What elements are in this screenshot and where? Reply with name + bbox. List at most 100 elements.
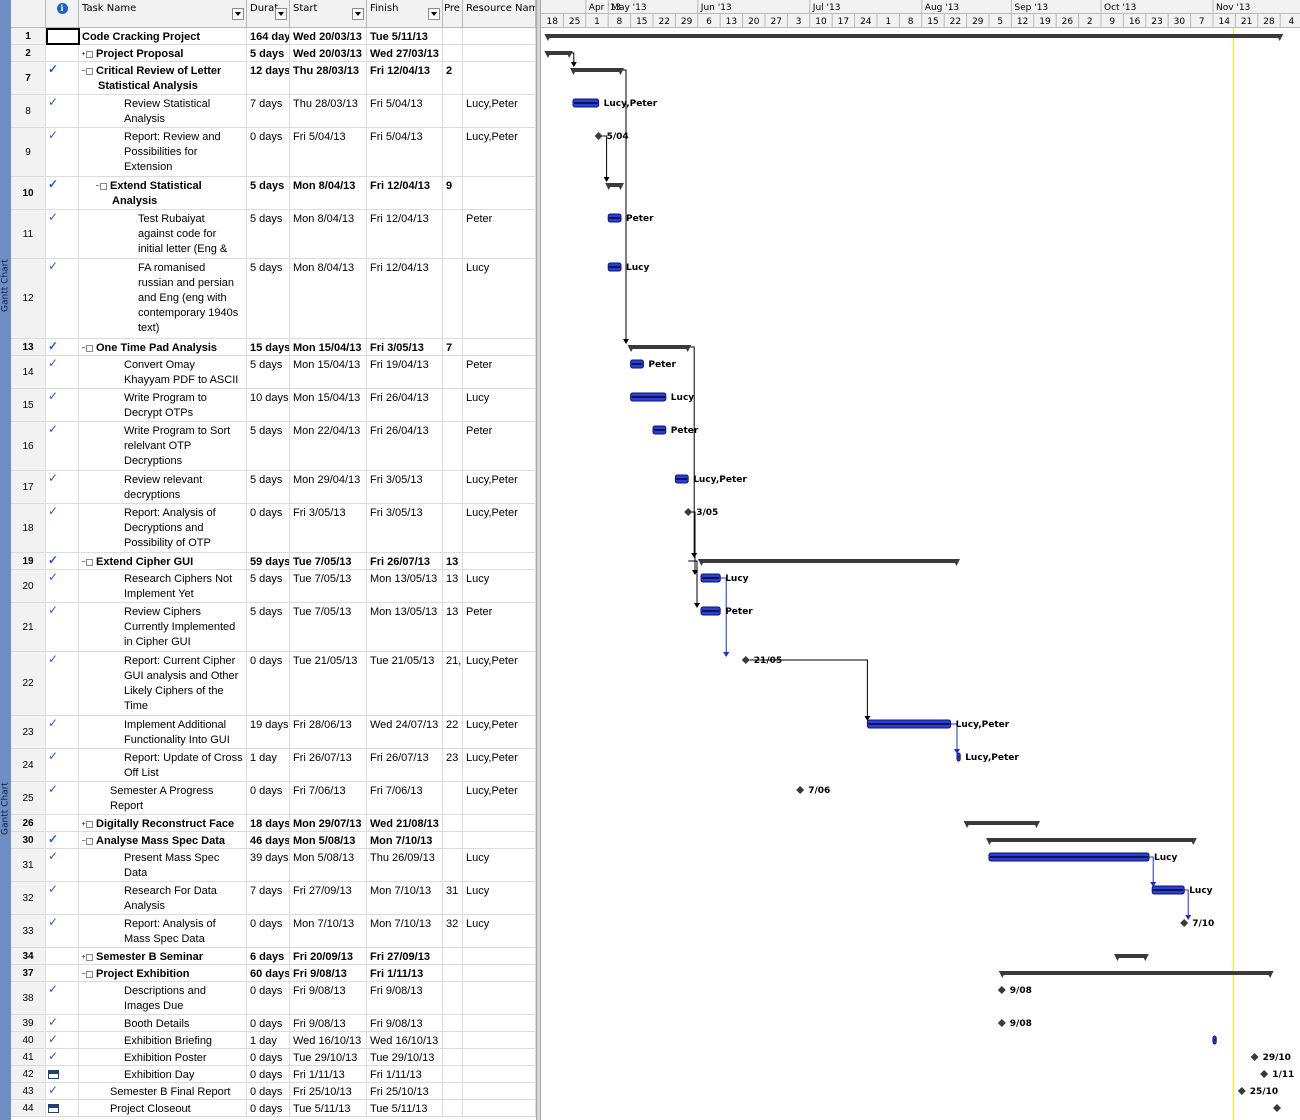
expand-icon[interactable]: + bbox=[81, 954, 93, 961]
row-id[interactable]: 44 bbox=[11, 1100, 46, 1116]
resource-cell[interactable] bbox=[463, 1015, 536, 1031]
start-cell[interactable]: Mon 8/04/13 bbox=[290, 259, 367, 338]
predecessors-cell[interactable] bbox=[443, 128, 463, 176]
duration-cell[interactable]: 0 days bbox=[247, 1015, 290, 1031]
resource-cell[interactable] bbox=[463, 1100, 536, 1116]
predecessors-cell[interactable] bbox=[443, 1083, 463, 1099]
task-row[interactable]: 42 Exhibition Day 0 days Fri 1/11/13 Fri 1/1… bbox=[11, 1066, 536, 1083]
indicator-cell[interactable] bbox=[46, 45, 79, 61]
indicator-cell[interactable]: ✓ bbox=[46, 553, 79, 569]
collapse-icon[interactable]: − bbox=[81, 68, 93, 75]
finish-column-header[interactable]: Finish bbox=[367, 0, 443, 28]
predecessors-cell[interactable]: 13 bbox=[443, 570, 463, 602]
indicator-cell[interactable]: ✓ bbox=[46, 749, 79, 781]
indicator-cell[interactable]: ✓ bbox=[46, 422, 79, 470]
start-cell[interactable]: Mon 8/04/13 bbox=[290, 210, 367, 258]
task-name-cell[interactable]: Review Ciphers Currently Implemented in … bbox=[79, 603, 247, 651]
finish-cell[interactable]: Fri 12/04/13 bbox=[367, 177, 443, 209]
indicator-cell[interactable]: ✓ bbox=[46, 652, 79, 715]
summary-bar[interactable] bbox=[1001, 971, 1271, 975]
milestone-diamond[interactable] bbox=[1237, 1087, 1246, 1095]
finish-cell[interactable]: Fri 26/07/13 bbox=[367, 553, 443, 569]
start-cell[interactable]: Mon 22/04/13 bbox=[290, 422, 367, 470]
row-id[interactable]: 33 bbox=[11, 915, 46, 947]
task-name-cell[interactable]: Report: Analysis of Decryptions and Poss… bbox=[79, 504, 247, 552]
resource-cell[interactable]: Lucy,Peter bbox=[463, 716, 536, 748]
finish-cell[interactable]: Tue 21/05/13 bbox=[367, 652, 443, 715]
resource-cell[interactable]: Lucy bbox=[463, 915, 536, 947]
predecessors-cell[interactable]: 22 bbox=[443, 716, 463, 748]
finish-cell[interactable]: Fri 9/08/13 bbox=[367, 1015, 443, 1031]
task-name-cell[interactable]: Research Ciphers Not Implement Yet bbox=[79, 570, 247, 602]
task-name-cell[interactable]: − Extend Statistical Analysis bbox=[79, 177, 247, 209]
predecessors-cell[interactable]: 23 bbox=[443, 749, 463, 781]
duration-cell[interactable]: 5 days bbox=[247, 570, 290, 602]
indicator-cell[interactable] bbox=[46, 948, 79, 964]
finish-cell[interactable]: Fri 12/04/13 bbox=[367, 210, 443, 258]
resource-cell[interactable]: Lucy,Peter bbox=[463, 95, 536, 127]
row-id[interactable]: 31 bbox=[11, 849, 46, 881]
task-name-cell[interactable]: Semester B Final Report bbox=[79, 1083, 247, 1099]
resource-cell[interactable]: Lucy,Peter bbox=[463, 749, 536, 781]
predecessors-cell[interactable] bbox=[443, 422, 463, 470]
row-id[interactable]: 7 bbox=[11, 62, 46, 94]
resource-cell[interactable] bbox=[463, 177, 536, 209]
task-name-cell[interactable]: + Project Proposal bbox=[79, 45, 247, 61]
finish-cell[interactable]: Mon 13/05/13 bbox=[367, 603, 443, 651]
start-cell[interactable]: Tue 7/05/13 bbox=[290, 553, 367, 569]
duration-cell[interactable]: 0 days bbox=[247, 1100, 290, 1116]
milestone-diamond[interactable] bbox=[997, 986, 1006, 994]
resource-cell[interactable] bbox=[463, 62, 536, 94]
milestone-diamond[interactable] bbox=[1273, 1104, 1281, 1112]
task-name-cell[interactable]: Report: Review and Possibilities for Ext… bbox=[79, 128, 247, 176]
indicator-cell[interactable] bbox=[46, 815, 79, 831]
milestone-diamond[interactable] bbox=[741, 656, 750, 664]
indicator-cell[interactable]: ✓ bbox=[46, 832, 79, 848]
duration-cell[interactable]: 5 days bbox=[247, 210, 290, 258]
row-id[interactable]: 26 bbox=[11, 815, 46, 831]
finish-cell[interactable]: Fri 9/08/13 bbox=[367, 982, 443, 1014]
indicator-cell[interactable]: ✓ bbox=[46, 471, 79, 503]
task-name-cell[interactable]: Report: Update of Cross Off List bbox=[79, 749, 247, 781]
duration-column-header[interactable]: Durat bbox=[247, 0, 290, 28]
indicator-cell[interactable]: ✓ bbox=[46, 210, 79, 258]
task-row[interactable]: 14 ✓ Convert Omay Khayyam PDF to ASCII 5 da… bbox=[11, 356, 536, 389]
finish-cell[interactable]: Fri 3/05/13 bbox=[367, 471, 443, 503]
duration-cell[interactable]: 1 day bbox=[247, 749, 290, 781]
summary-bar[interactable] bbox=[966, 821, 1037, 825]
task-row[interactable]: 38 ✓ Descriptions and Images Due 0 days Fri … bbox=[11, 982, 536, 1015]
row-id[interactable]: 20 bbox=[11, 570, 46, 602]
task-row[interactable]: 25 ✓ Semester A Progress Report 0 days Fri 7… bbox=[11, 782, 536, 815]
indicator-cell[interactable] bbox=[46, 28, 79, 44]
start-cell[interactable]: Mon 5/08/13 bbox=[290, 849, 367, 881]
collapse-icon[interactable]: − bbox=[81, 971, 93, 978]
finish-cell[interactable]: Fri 3/05/13 bbox=[367, 339, 443, 355]
resource-cell[interactable]: Lucy,Peter bbox=[463, 652, 536, 715]
row-id[interactable]: 19 bbox=[11, 553, 46, 569]
task-name-cell[interactable]: Research For Data Analysis bbox=[79, 882, 247, 914]
predecessors-cell[interactable] bbox=[443, 471, 463, 503]
filter-dropdown-icon[interactable] bbox=[275, 8, 287, 20]
finish-cell[interactable]: Wed 24/07/13 bbox=[367, 716, 443, 748]
task-name-cell[interactable]: Review relevant decryptions bbox=[79, 471, 247, 503]
filter-dropdown-icon[interactable] bbox=[232, 8, 244, 20]
start-cell[interactable]: Mon 8/04/13 bbox=[290, 177, 367, 209]
summary-bar[interactable] bbox=[701, 559, 957, 563]
predecessors-cell[interactable] bbox=[443, 1066, 463, 1082]
row-id[interactable]: 13 bbox=[11, 339, 46, 355]
finish-cell[interactable]: Fri 26/04/13 bbox=[367, 389, 443, 421]
finish-cell[interactable]: Tue 5/11/13 bbox=[367, 1100, 443, 1116]
row-id[interactable]: 10 bbox=[11, 177, 46, 209]
summary-bar[interactable] bbox=[1117, 954, 1146, 958]
task-name-cell[interactable]: Report: Analysis of Mass Spec Data bbox=[79, 915, 247, 947]
duration-cell[interactable]: 59 days bbox=[247, 553, 290, 569]
duration-cell[interactable]: 10 days bbox=[247, 389, 290, 421]
milestone-diamond[interactable] bbox=[1180, 919, 1189, 927]
summary-bar[interactable] bbox=[989, 838, 1194, 842]
resource-cell[interactable]: Peter bbox=[463, 356, 536, 388]
predecessors-cell[interactable] bbox=[443, 356, 463, 388]
indicators-column-header[interactable]: i bbox=[46, 0, 79, 28]
task-name-cell[interactable]: Convert Omay Khayyam PDF to ASCII bbox=[79, 356, 247, 388]
row-id[interactable]: 32 bbox=[11, 882, 46, 914]
duration-cell[interactable]: 7 days bbox=[247, 95, 290, 127]
